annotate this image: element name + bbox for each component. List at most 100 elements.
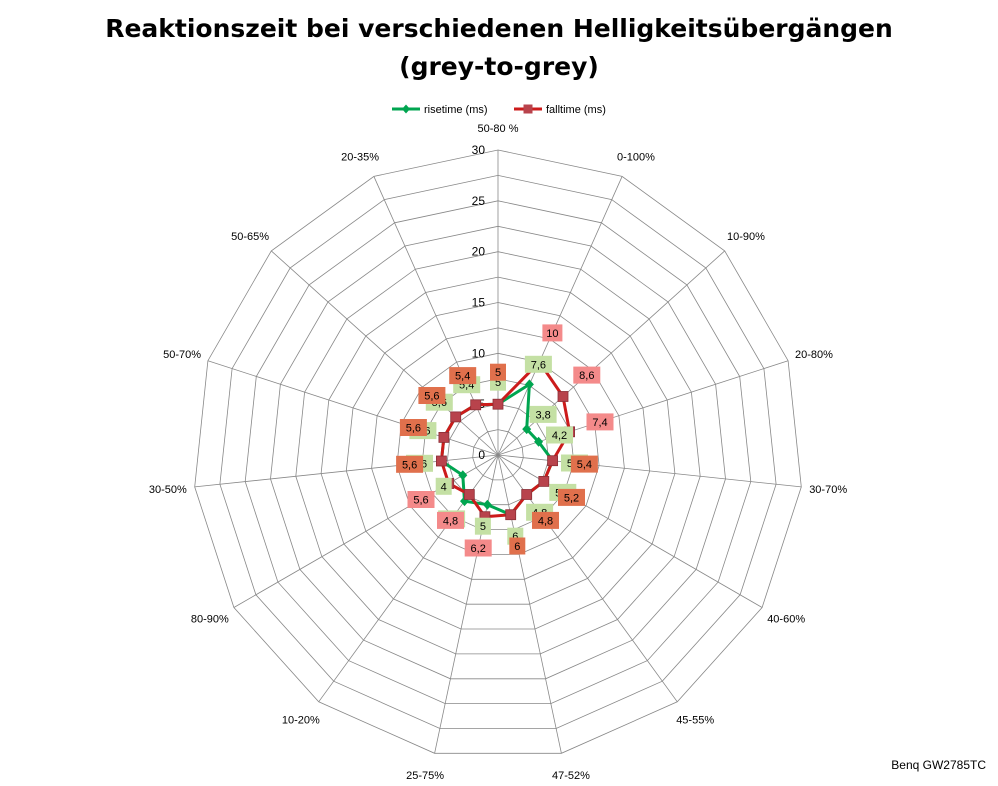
data-label-box xyxy=(509,537,526,555)
axis-label: 30-50% xyxy=(149,484,187,496)
series-marker xyxy=(482,499,492,510)
data-label: 5 xyxy=(480,521,486,533)
data-label: 5,6 xyxy=(413,495,428,507)
series-marker xyxy=(438,431,450,443)
axis-label: 30-70% xyxy=(809,484,847,496)
chart-title-line-2: (grey-to-grey) xyxy=(399,52,599,81)
tick-label: 20 xyxy=(472,245,486,259)
axis-labels: 50-80 % 0-100% 10-90% 20-80% 30-70% 40-60% 45-… xyxy=(149,123,847,782)
grid-ring xyxy=(244,200,752,704)
data-labels: 5 7,6 3,84,2 5,4 5,2 4,8 6 5 5,6 4 5,6 5,6 5,6 5,4 5 10… xyxy=(396,324,614,557)
data-label-box xyxy=(474,517,491,535)
grid-ring xyxy=(472,429,524,481)
data-label-box xyxy=(407,491,435,508)
data-label: 5,6 xyxy=(402,459,417,471)
grid-ring xyxy=(320,276,676,630)
data-label: 6 xyxy=(514,541,520,553)
data-label-box xyxy=(399,419,427,436)
legend-marker xyxy=(523,104,533,114)
data-label: 3,8 xyxy=(535,409,550,421)
data-label-box xyxy=(435,477,452,495)
grid-spoke xyxy=(271,250,499,456)
axis-label: 40-60% xyxy=(767,614,805,626)
grid-ring xyxy=(396,352,600,555)
grid-ring xyxy=(194,149,802,754)
data-label-box xyxy=(570,455,598,473)
grid-spoke xyxy=(207,360,499,456)
data-label-box xyxy=(449,367,477,385)
data-label: 5 xyxy=(495,377,501,389)
data-label-box xyxy=(546,426,573,444)
data-label: 5,2 xyxy=(564,492,579,504)
data-label: 6 xyxy=(512,531,518,543)
data-label: 10 xyxy=(546,328,558,340)
series-marker xyxy=(492,398,504,410)
data-label-box xyxy=(437,511,464,529)
series-marker xyxy=(463,489,475,500)
data-label: 6,2 xyxy=(471,543,486,555)
grid-spoke xyxy=(194,454,499,488)
series-marker xyxy=(534,436,544,447)
axis-label: 25-75% xyxy=(406,770,444,782)
tick-label: 25 xyxy=(472,194,486,208)
series-marker xyxy=(522,424,532,435)
data-label-box xyxy=(529,405,557,423)
series-marker xyxy=(450,411,462,423)
axis-label: 10-20% xyxy=(282,715,320,727)
tick-label: 30 xyxy=(472,143,486,157)
data-label-box xyxy=(524,355,552,373)
grid-ring xyxy=(345,302,651,605)
data-label-box xyxy=(464,539,492,557)
grid-ring xyxy=(421,378,575,530)
axis-label: 20-35% xyxy=(341,151,379,163)
grid-spoke xyxy=(497,454,763,608)
radar-grid xyxy=(194,149,802,754)
data-label-box xyxy=(573,366,601,384)
tick-label: 0 xyxy=(478,448,485,462)
data-label: 4 xyxy=(441,481,447,493)
data-label: 7,6 xyxy=(531,359,546,371)
data-label-box xyxy=(490,363,506,381)
grid-spoke xyxy=(233,454,499,608)
axis-label: 50-80 % xyxy=(478,123,519,135)
data-label: 8,6 xyxy=(579,370,594,382)
data-label: 4,2 xyxy=(552,430,567,442)
tick-label: 10 xyxy=(472,346,486,360)
series-marker xyxy=(435,455,447,467)
data-label-box xyxy=(532,511,559,529)
axis-label: 0-100% xyxy=(617,151,655,163)
legend-label: risetime (ms) xyxy=(424,104,488,116)
data-label-box xyxy=(418,387,446,404)
grid-ring xyxy=(219,174,777,729)
watermark-label: Benq GW2785TC xyxy=(891,758,986,772)
data-label: 4,8 xyxy=(443,515,458,527)
data-label-box xyxy=(586,413,614,431)
data-label: 5,4 xyxy=(455,371,470,383)
tick-label: 15 xyxy=(472,296,486,310)
data-label: 5,4 xyxy=(577,459,592,471)
series-line-2 xyxy=(439,360,572,519)
grid-ring xyxy=(371,327,625,580)
legend: risetime (ms) falltime (ms) xyxy=(392,104,606,116)
grid-ring xyxy=(270,225,726,680)
series-marker xyxy=(521,489,533,500)
axis-label: 50-70% xyxy=(163,349,201,361)
grid-ring xyxy=(446,403,550,506)
grid-spoke xyxy=(497,454,562,754)
data-label: 5,6 xyxy=(424,391,439,403)
data-label: 7,4 xyxy=(592,417,607,429)
series-marker xyxy=(524,379,534,390)
data-label: 4,8 xyxy=(538,515,553,527)
data-label-box xyxy=(542,324,563,342)
chart-title-line-1: Reaktionszeit bei verschiedenen Helligke… xyxy=(105,14,893,43)
series-marker xyxy=(547,455,558,467)
series-marker xyxy=(505,509,517,521)
axis-label: 50-65% xyxy=(231,231,269,243)
series-marker xyxy=(538,475,550,487)
axis-label: 20-80% xyxy=(795,349,833,361)
chart-title: Reaktionszeit bei verschiedenen Helligke… xyxy=(0,10,998,86)
axis-label: 10-90% xyxy=(727,231,765,243)
axis-label: 45-55% xyxy=(676,715,714,727)
